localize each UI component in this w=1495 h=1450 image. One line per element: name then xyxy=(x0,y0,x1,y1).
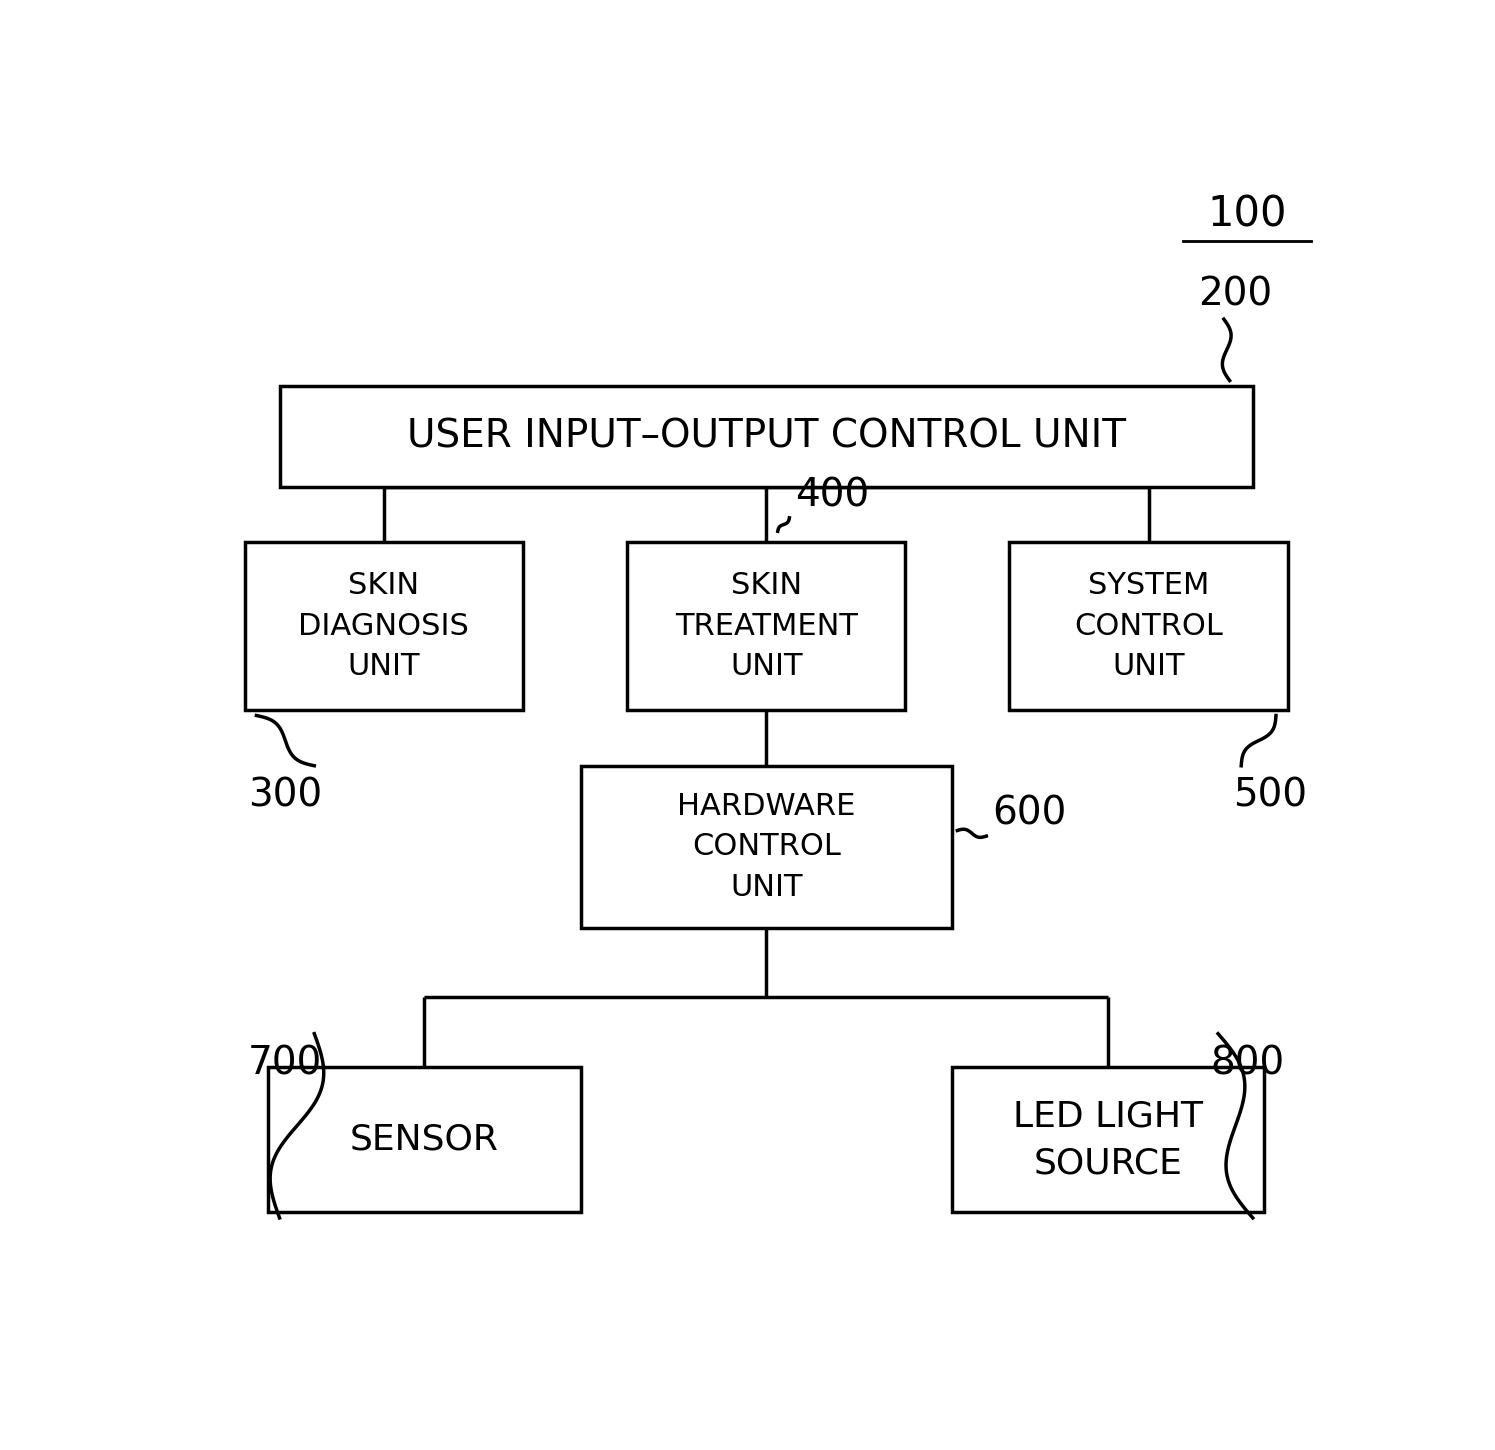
FancyBboxPatch shape xyxy=(628,542,904,710)
FancyBboxPatch shape xyxy=(951,1067,1265,1212)
Text: 100: 100 xyxy=(1208,193,1287,235)
Text: 400: 400 xyxy=(795,477,870,515)
Text: 200: 200 xyxy=(1199,276,1272,313)
Text: HARDWARE
CONTROL
UNIT: HARDWARE CONTROL UNIT xyxy=(677,792,855,902)
FancyBboxPatch shape xyxy=(268,1067,580,1212)
FancyBboxPatch shape xyxy=(580,766,951,928)
Text: 600: 600 xyxy=(993,795,1066,832)
Text: 800: 800 xyxy=(1209,1045,1284,1083)
Text: SYSTEM
CONTROL
UNIT: SYSTEM CONTROL UNIT xyxy=(1073,571,1223,682)
Text: USER INPUT–OUTPUT CONTROL UNIT: USER INPUT–OUTPUT CONTROL UNIT xyxy=(407,418,1126,455)
FancyBboxPatch shape xyxy=(1009,542,1287,710)
Text: 700: 700 xyxy=(248,1045,323,1083)
FancyBboxPatch shape xyxy=(280,386,1253,487)
Text: SENSOR: SENSOR xyxy=(350,1122,499,1157)
Text: LED LIGHT
SOURCE: LED LIGHT SOURCE xyxy=(1014,1099,1203,1180)
FancyBboxPatch shape xyxy=(245,542,523,710)
Text: SKIN
TREATMENT
UNIT: SKIN TREATMENT UNIT xyxy=(674,571,858,682)
Text: 500: 500 xyxy=(1233,777,1307,815)
Text: SKIN
DIAGNOSIS
UNIT: SKIN DIAGNOSIS UNIT xyxy=(299,571,469,682)
Text: 300: 300 xyxy=(248,777,323,815)
